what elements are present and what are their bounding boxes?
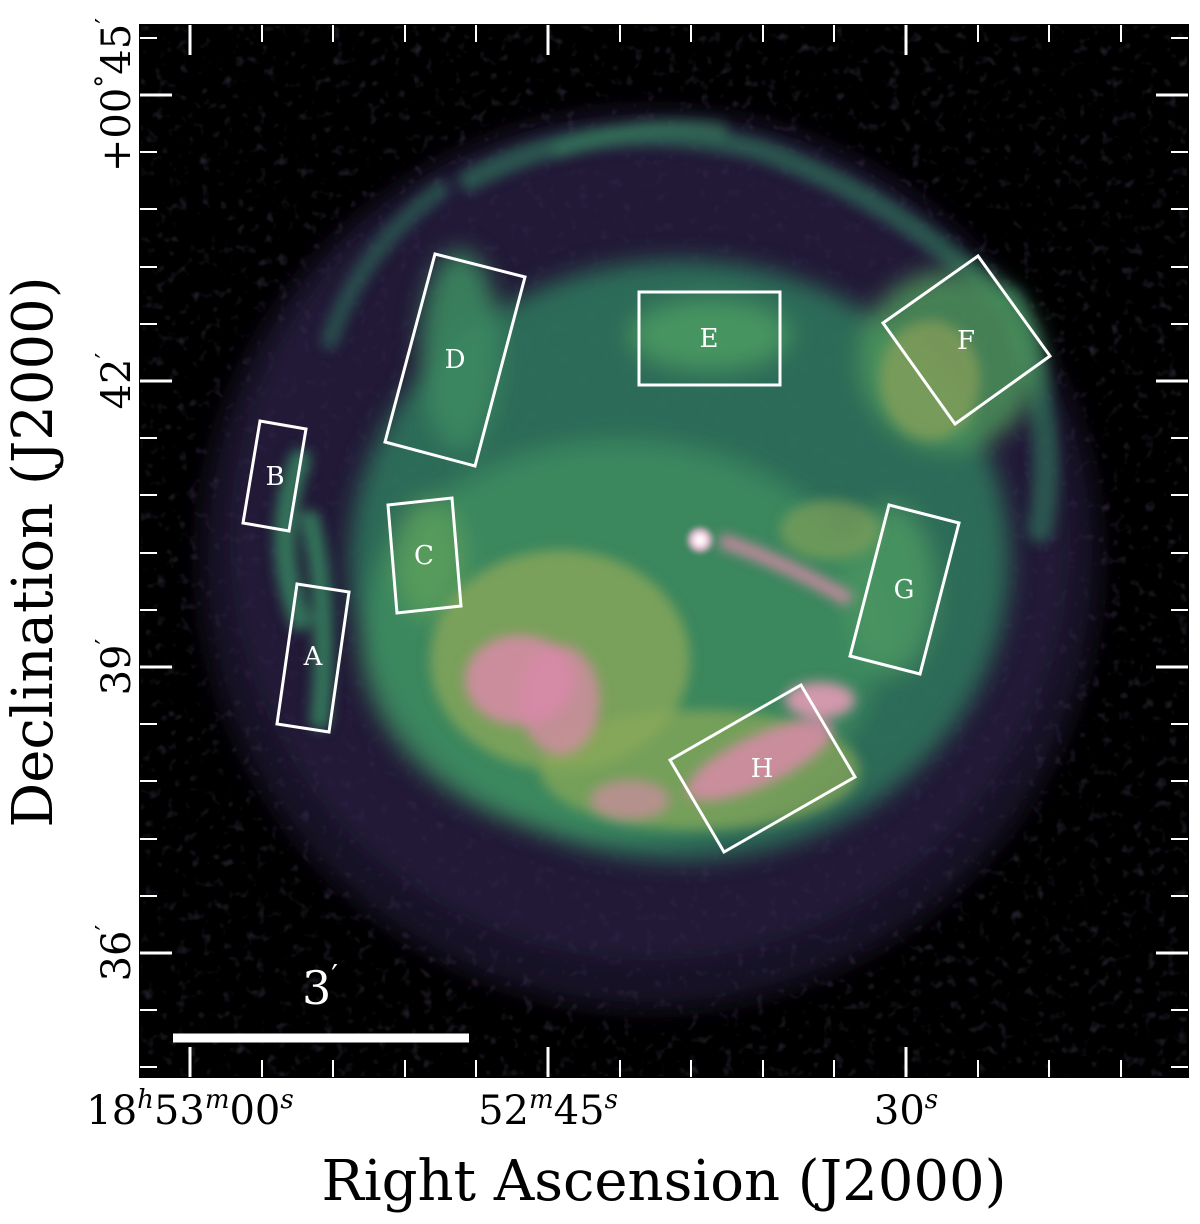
region-label-g: G: [894, 575, 915, 605]
region-box-c: [386, 496, 463, 615]
scale-bar: 3′: [173, 959, 469, 1043]
region-label-e: E: [700, 324, 719, 354]
minor-tick-marks: [140, 25, 1188, 1077]
y-tick-label-plus00d45m: +00°45′: [91, 18, 140, 172]
point-source: [688, 528, 712, 552]
region-box-e: [637, 290, 782, 387]
x-axis-label: Right Ascension (J2000): [322, 1149, 1007, 1214]
plot-frame: [139, 24, 1189, 1078]
x-tick-label-52m45s: 52m45s: [478, 1085, 618, 1134]
region-label-h: H: [751, 754, 774, 784]
y-tick-labels: +00°45′ 42′ 39′ 36′: [91, 18, 140, 982]
x-tick-labels: 18h53m00s 52m45s 30s: [86, 1085, 938, 1134]
region-label-d: D: [445, 345, 466, 375]
x-tick-label-30s: 30s: [874, 1085, 938, 1134]
y-tick-label-39m: 39′: [91, 639, 140, 696]
region-box-f: [880, 253, 1053, 427]
x-tick-label-1853m00s: 18h53m00s: [86, 1085, 293, 1134]
region-box-g: [848, 503, 961, 676]
region-label-a: A: [303, 642, 324, 672]
y-tick-label-42m: 42′: [91, 353, 140, 410]
region-box-b: [241, 419, 308, 533]
y-tick-label-36m: 36′: [91, 925, 140, 982]
emission-image: [140, 25, 1188, 1077]
tick-marks: [140, 25, 1188, 1077]
region-labels: A B C D E F G H: [265, 324, 975, 784]
region-label-b: B: [265, 462, 284, 492]
scale-bar-label: 3′: [302, 959, 338, 1015]
region-box-a: [275, 582, 351, 734]
region-box-h: [667, 682, 858, 855]
peak-emission: [465, 533, 855, 820]
region-label-f: F: [957, 326, 975, 356]
y-axis-label: Declination (J2000): [1, 276, 66, 827]
region-label-c: C: [414, 541, 434, 571]
region-boxes: [241, 252, 1053, 855]
region-box-d: [383, 252, 527, 468]
